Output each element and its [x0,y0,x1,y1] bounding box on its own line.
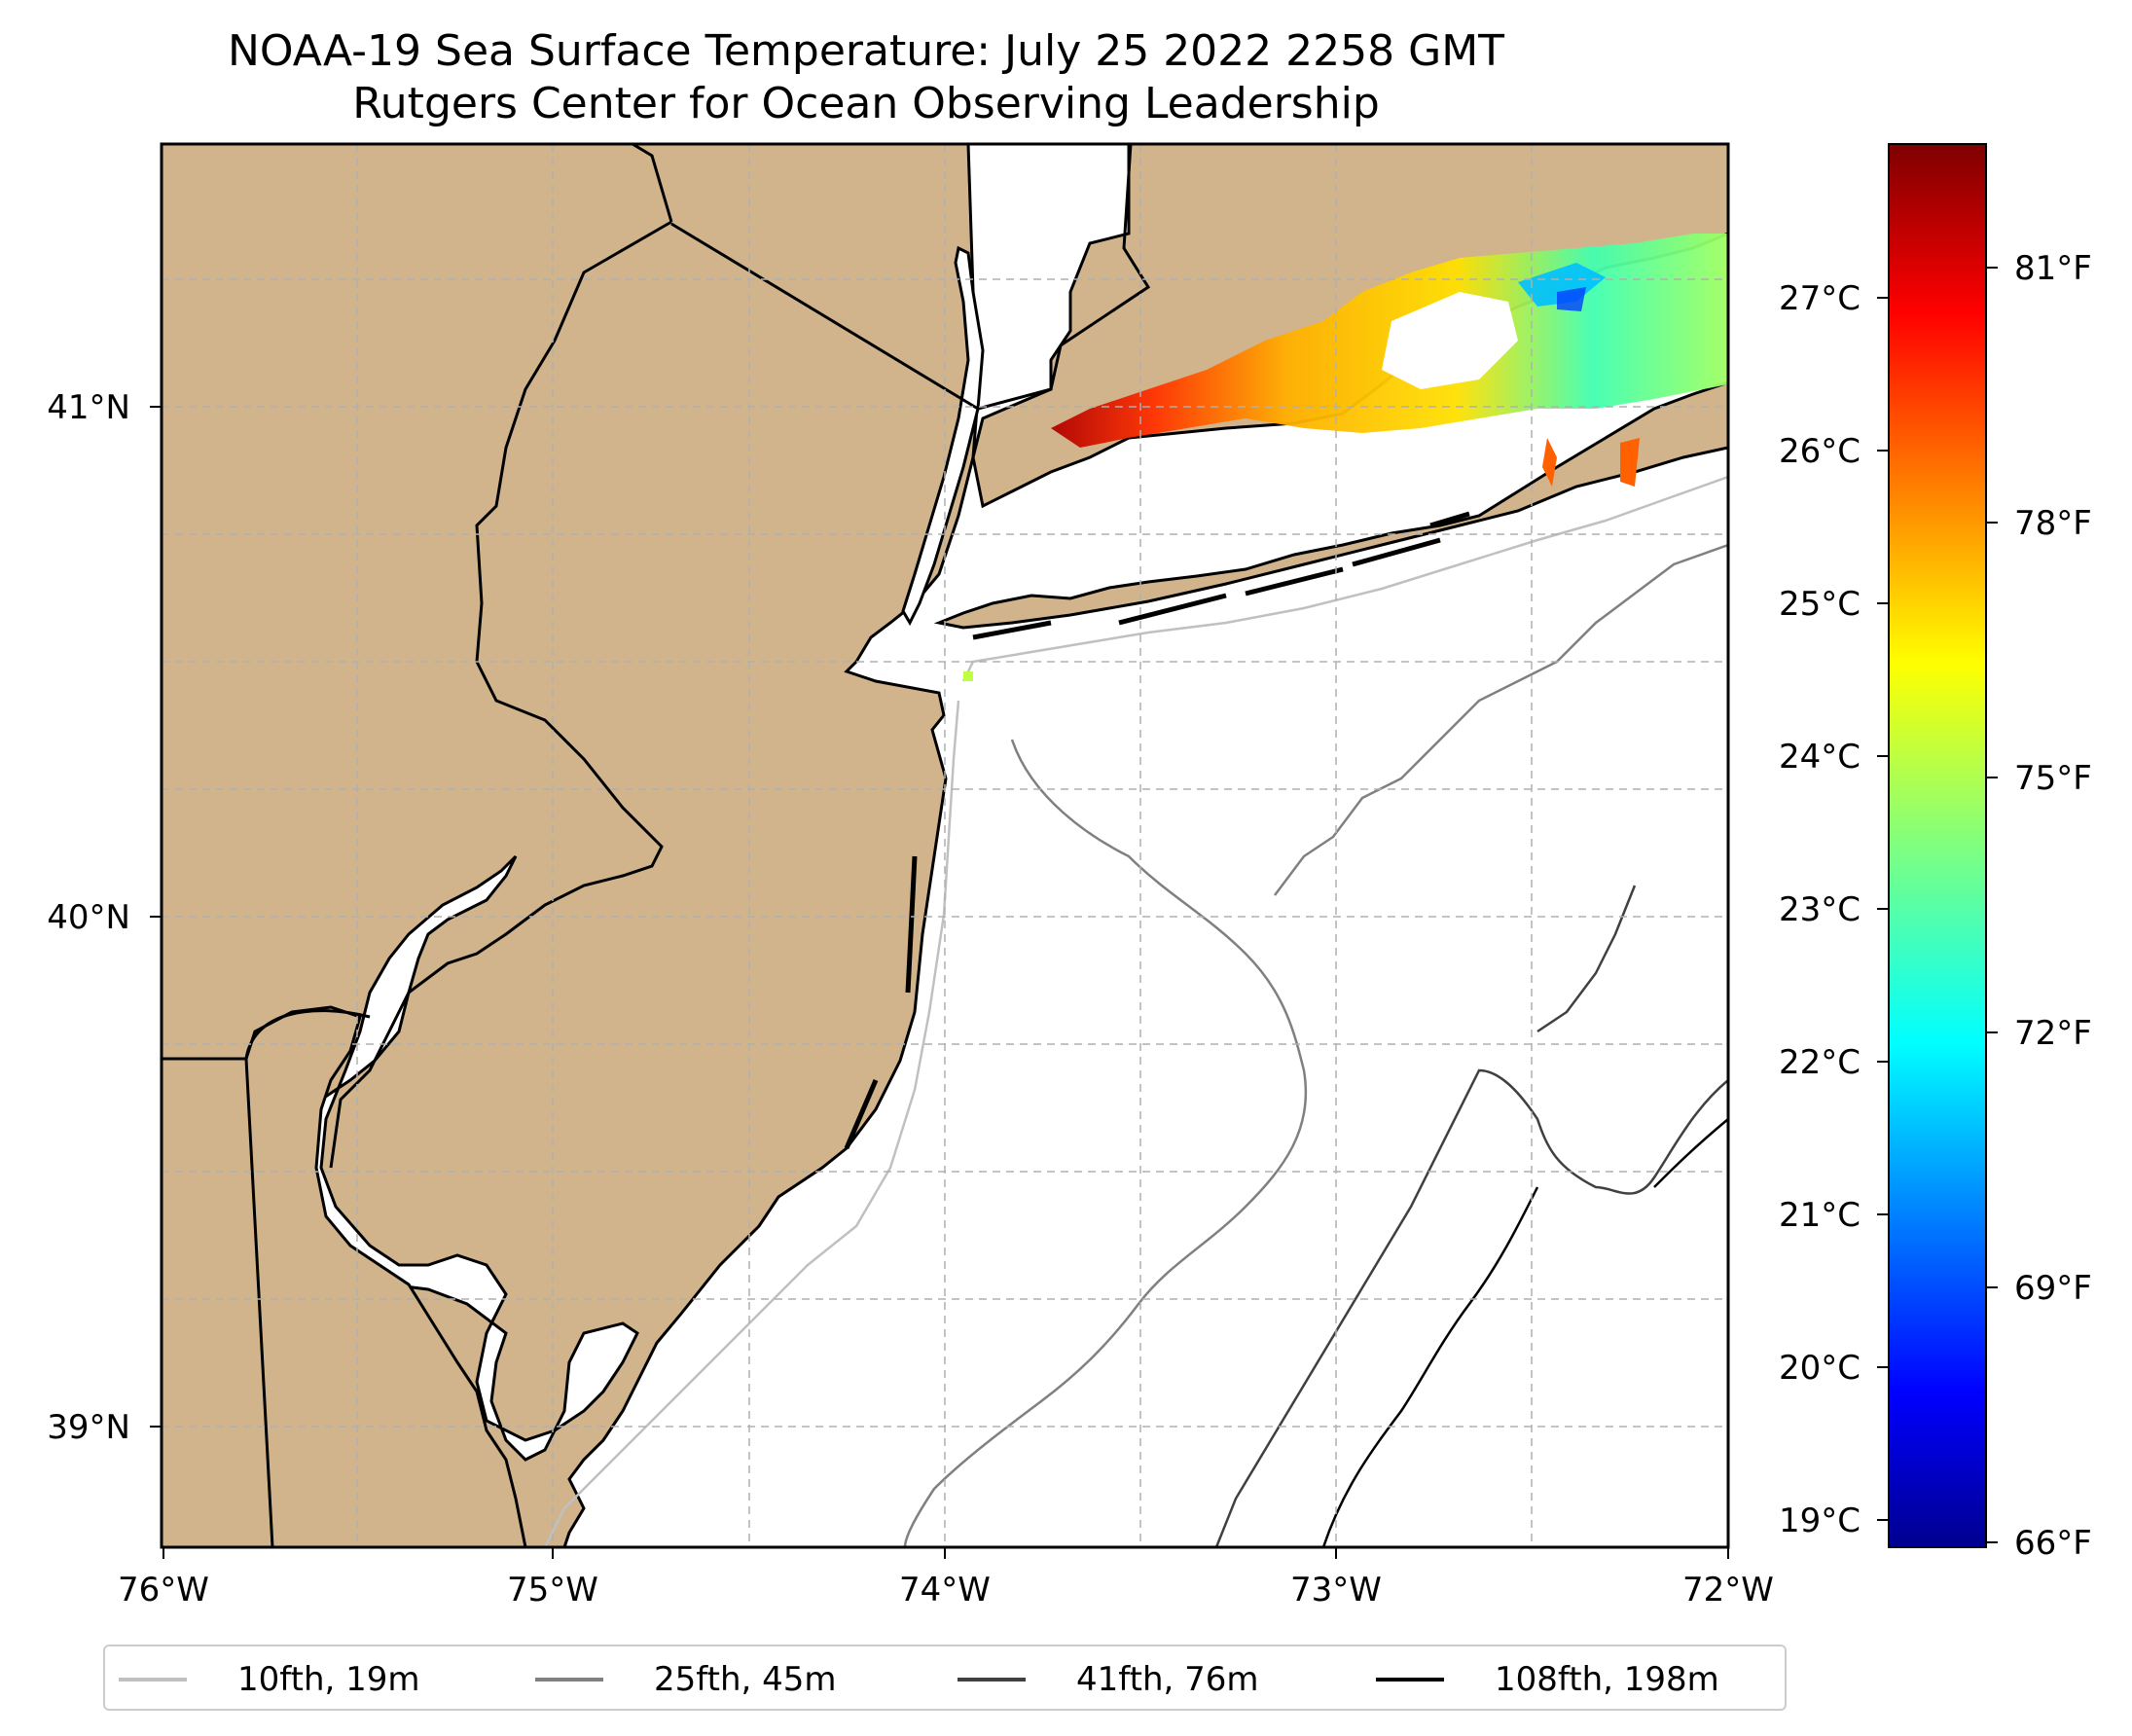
delaware-bay [309,854,639,1462]
x-tick-label: 76°W [118,1571,209,1609]
celsius-tick-label: 21°C [1779,1196,1861,1235]
celsius-tick-label: 27°C [1779,279,1861,318]
hudson-river [901,245,985,627]
y-ticks [150,406,162,1428]
contour-41fth [1214,885,1728,1547]
y-tick-label: 40°N [47,898,130,937]
sst-cloud-gap [1382,292,1518,389]
sst-patch-small [1542,438,1640,487]
fahrenheit-tick-label: 66°F [2014,1524,2092,1563]
x-tick-label: 73°W [1290,1571,1382,1609]
land-long-island [933,380,1728,630]
land-delmarva [162,1005,527,1547]
x-tick-label: 74°W [899,1571,991,1609]
fahrenheit-tick-label: 69°F [2014,1269,2092,1308]
state-border-pa-nj-river [329,144,673,1169]
fahrenheit-tick-label: 81°F [2014,249,2092,288]
celsius-ticks [1877,297,1889,1521]
contour-10fth [543,475,1728,1547]
x-ticks [163,1547,1729,1559]
celsius-tick-label: 26°C [1779,432,1861,471]
depth-legend: 10fth, 19m 25fth, 45m 41fth, 76m 108fth,… [103,1645,1787,1711]
legend-label: 108fth, 198m [1495,1660,1719,1699]
celsius-tick-label: 24°C [1779,738,1861,777]
sst-patch-cool-2 [1557,287,1586,311]
map-subtitle: Rutgers Center for Ocean Observing Leade… [352,79,1380,128]
colorbar [1888,143,1987,1548]
barrier-island [844,511,1470,1149]
celsius-tick-label: 23°C [1779,890,1861,929]
map-area [162,144,1728,1547]
legend-line-41fth [958,1678,1026,1682]
sst-point [963,671,973,681]
x-tick-label: 72°W [1682,1571,1774,1609]
legend-label: 25fth, 45m [654,1660,837,1699]
fahrenheit-tick-label: 78°F [2014,504,2092,543]
y-tick-label: 39°N [47,1408,130,1447]
legend-line-25fth [535,1678,603,1682]
map-title: NOAA-19 Sea Surface Temperature: July 25… [227,26,1505,76]
contour-108fth [1321,1118,1728,1547]
legend-label: 10fth, 19m [237,1660,420,1699]
state-border-ny-ct [977,144,1151,411]
contour-25fth [903,543,1728,1547]
fahrenheit-ticks [1986,267,1998,1543]
legend-line-108fth [1376,1678,1444,1682]
legend-line-10fth [119,1678,187,1682]
celsius-tick-label: 22°C [1779,1043,1861,1082]
celsius-tick-label: 19°C [1779,1501,1861,1540]
y-tick-label: 41°N [47,388,130,427]
gridlines [162,144,1728,1547]
celsius-tick-label: 25°C [1779,585,1861,624]
fahrenheit-tick-label: 75°F [2014,759,2092,798]
state-border-ny-nj [670,222,979,411]
x-tick-label: 75°W [507,1571,598,1609]
celsius-tick-label: 20°C [1779,1349,1861,1388]
fahrenheit-tick-label: 72°F [2014,1014,2092,1053]
legend-label: 41fth, 76m [1076,1660,1259,1699]
